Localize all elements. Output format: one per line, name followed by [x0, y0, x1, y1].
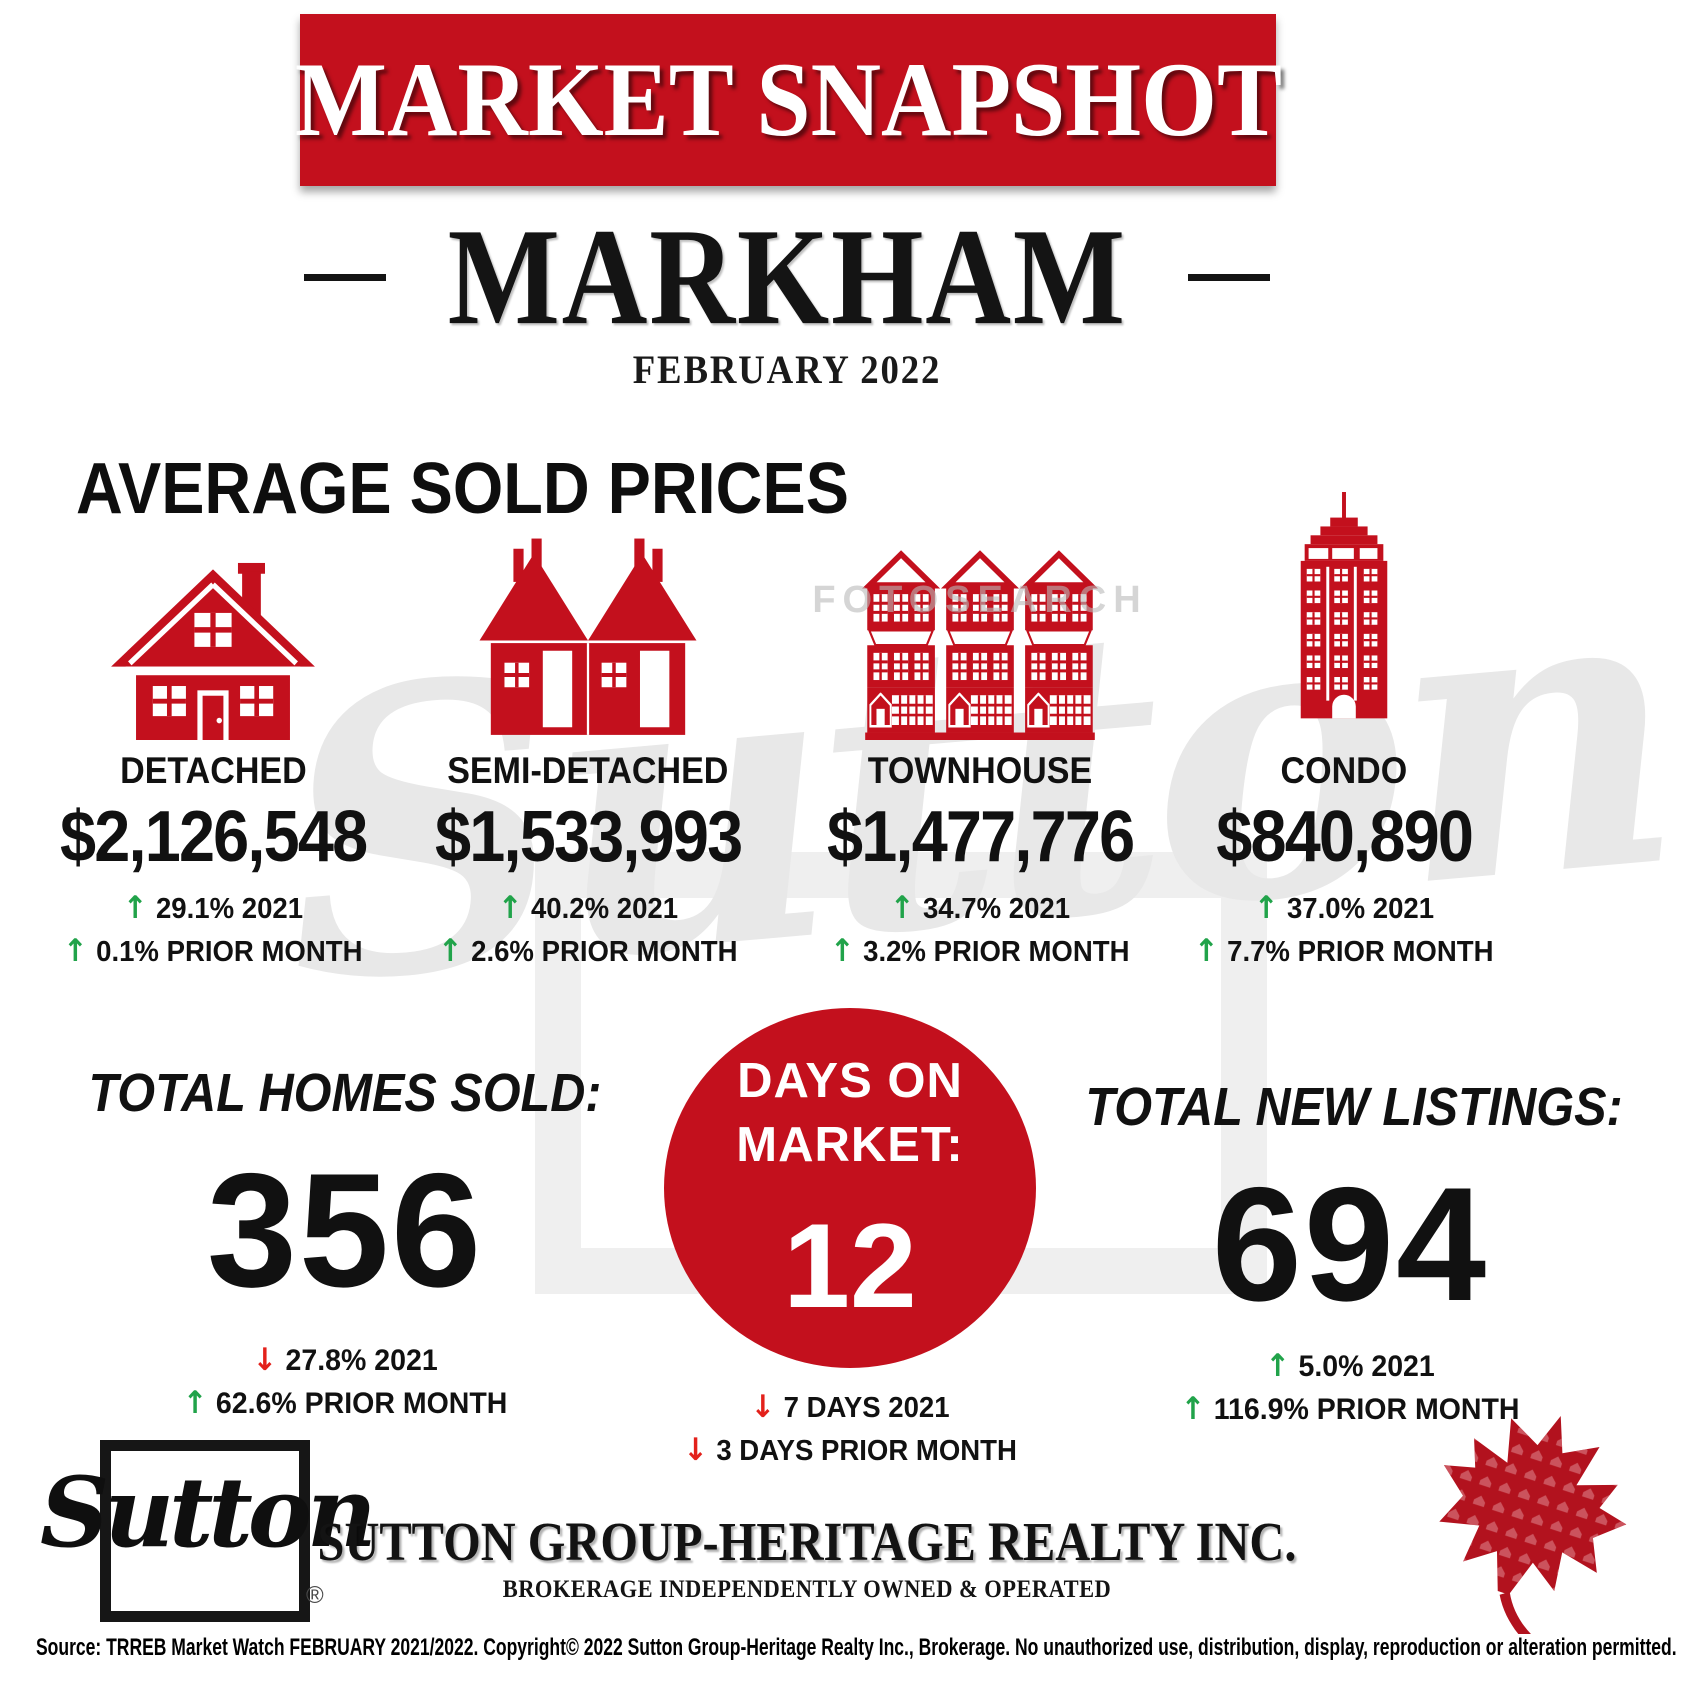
- stock-photo-watermark: FOTOSEARCH: [812, 579, 1148, 621]
- mom-change: ↑ 2.6% PRIOR MONTH: [438, 933, 738, 969]
- townhouse-units: [862, 550, 1098, 740]
- mom-change: ↑ 3.2% PRIOR MONTH: [830, 933, 1130, 969]
- down-arrow-icon: ↓: [683, 1432, 708, 1468]
- townhouse-icon: [862, 550, 1098, 740]
- title-banner: MARKET SNAPSHOT: [294, 14, 1282, 186]
- mom-change-text: 2.6% PRIOR MONTH: [471, 935, 738, 968]
- mom-change: ↑ 116.9% PRIOR MONTH: [1071, 1391, 1630, 1427]
- mom-change: ↑ 0.1% PRIOR MONTH: [63, 933, 363, 969]
- average-sold-prices-heading: AVERAGE SOLD PRICES: [76, 449, 849, 529]
- up-arrow-icon: ↑: [1180, 1391, 1206, 1427]
- down-arrow-icon: ↓: [252, 1342, 278, 1378]
- mom-change-text: 3 DAYS PRIOR MONTH: [716, 1435, 1017, 1467]
- down-arrow-icon: ↓: [750, 1389, 776, 1425]
- yoy-change: ↓ 27.8% 2021: [72, 1342, 617, 1378]
- detached-icon-box: [30, 505, 396, 740]
- townhouse-icon-box: FOTOSEARCH: [788, 505, 1172, 740]
- up-arrow-icon: ↑: [830, 932, 855, 969]
- avg-price-card-detached: DETACHED $2,126,548 ↑ 29.1% 2021 ↑ 0.1% PR…: [30, 505, 396, 969]
- sutton-logo-script: Sutton: [40, 1456, 377, 1569]
- mom-change-text: 62.6% PRIOR MONTH: [215, 1387, 508, 1420]
- average-price-value: $840,890: [1216, 797, 1474, 877]
- city-name: MARKHAM: [447, 199, 1127, 354]
- yoy-change: ↓ 7 DAYS 2021: [635, 1389, 1064, 1425]
- property-type-label: SEMI-DETACHED: [447, 750, 729, 791]
- city-row: MARKHAM: [0, 204, 1574, 349]
- days-on-market-label: DAYS ON MARKET:: [736, 1050, 963, 1177]
- yoy-change-text: 29.1% 2021: [156, 892, 304, 925]
- semi-detached-icon-box: [398, 505, 778, 740]
- up-arrow-icon: ↑: [63, 932, 88, 969]
- brokerage-tagline: BROKERAGE INDEPENDENTLY OWNED & OPERATED: [502, 1576, 1112, 1603]
- up-arrow-icon: ↑: [889, 889, 915, 926]
- total-homes-sold-block: TOTAL HOMES SOLD: 356 ↓ 27.8% 2021 ↑ 62.6%…: [58, 1062, 632, 1421]
- total-homes-sold-value: 356: [206, 1140, 484, 1321]
- yoy-change-text: 5.0% 2021: [1298, 1350, 1435, 1383]
- mom-change: ↑ 62.6% PRIOR MONTH: [72, 1385, 617, 1421]
- mom-change-text: 7.7% PRIOR MONTH: [1227, 935, 1494, 968]
- maple-leaf-icon: [1439, 1416, 1627, 1634]
- property-type-label: DETACHED: [119, 750, 307, 791]
- mom-change: ↓ 3 DAYS PRIOR MONTH: [635, 1432, 1064, 1468]
- yoy-change-text: 40.2% 2021: [531, 892, 679, 925]
- company-name: SUTTON GROUP-HERITAGE REALTY INC.: [317, 1511, 1297, 1572]
- up-arrow-icon: ↑: [182, 1385, 208, 1421]
- condo-building-icon: [1300, 492, 1388, 719]
- avg-price-card-semi-detached: SEMI-DETACHED $1,533,993 ↑ 40.2% 2021 ↑ 2.…: [398, 505, 778, 969]
- sutton-logo-box: [100, 1440, 310, 1622]
- yoy-change-text: 7 DAYS 2021: [783, 1392, 950, 1424]
- total-new-listings-label: TOTAL NEW LISTINGS:: [1085, 1077, 1623, 1137]
- mom-change-text: 3.2% PRIOR MONTH: [863, 935, 1130, 968]
- total-homes-sold-label: TOTAL HOMES SOLD:: [88, 1063, 602, 1123]
- days-on-market-label-line1: DAYS ON: [737, 1054, 963, 1109]
- up-arrow-icon: ↑: [497, 889, 523, 926]
- total-new-listings-block: TOTAL NEW LISTINGS: 694 ↑ 5.0% 2021 ↑ 116.…: [1056, 1076, 1644, 1427]
- up-arrow-icon: ↑: [1265, 1348, 1290, 1384]
- total-new-listings-value: 694: [1211, 1154, 1489, 1335]
- yoy-change: ↑ 40.2% 2021: [498, 890, 678, 926]
- yoy-change: ↑ 34.7% 2021: [890, 890, 1070, 926]
- sutton-watermark-box: [535, 852, 1267, 1294]
- detached-house-icon: [111, 562, 315, 740]
- days-on-market-stats: ↓ 7 DAYS 2021 ↓ 3 DAYS PRIOR MONTH: [624, 1382, 1076, 1468]
- average-price-value: $1,533,993: [434, 797, 743, 877]
- report-period: FEBRUARY 2022: [632, 347, 942, 392]
- up-arrow-icon: ↑: [1194, 932, 1219, 969]
- up-arrow-icon: ↑: [1253, 889, 1279, 926]
- left-dash-divider: [303, 273, 386, 281]
- registered-trademark-symbol: ®: [306, 1582, 324, 1609]
- up-arrow-icon: ↑: [122, 889, 148, 926]
- semi-detached-house-icon: [479, 538, 697, 735]
- mom-change-text: 0.1% PRIOR MONTH: [96, 935, 363, 968]
- yoy-change-text: 37.0% 2021: [1287, 892, 1435, 925]
- property-type-label: TOWNHOUSE: [867, 750, 1093, 791]
- days-on-market-label-line2: MARKET:: [736, 1118, 964, 1172]
- source-copyright-line: Source: TRREB Market Watch FEBRUARY 2021…: [36, 1634, 1677, 1661]
- days-on-market-value: 12: [783, 1198, 917, 1333]
- avg-price-card-townhouse: FOTOSEARCH TOWNHOUSE $1,477,776 ↑ 34.7% 2…: [788, 505, 1172, 969]
- days-on-market-circle: DAYS ON MARKET: 12: [664, 1008, 1036, 1368]
- page-title: MARKET SNAPSHOT: [294, 41, 1282, 158]
- right-dash-divider: [1188, 273, 1271, 281]
- mom-change: ↑ 7.7% PRIOR MONTH: [1194, 933, 1494, 969]
- avg-price-card-condo: CONDO $840,890 ↑ 37.0% 2021 ↑ 7.7% PRIOR M…: [1176, 492, 1512, 969]
- average-price-value: $2,126,548: [59, 797, 368, 877]
- yoy-change-text: 27.8% 2021: [285, 1344, 438, 1377]
- average-price-value: $1,477,776: [826, 797, 1135, 877]
- mom-change-text: 116.9% PRIOR MONTH: [1213, 1393, 1520, 1426]
- sutton-logo: Sutton ®: [40, 1438, 377, 1622]
- yoy-change: ↑ 29.1% 2021: [123, 890, 303, 926]
- yoy-change: ↑ 37.0% 2021: [1254, 890, 1434, 926]
- yoy-change-text: 34.7% 2021: [923, 892, 1071, 925]
- condo-icon-box: [1176, 492, 1512, 740]
- property-type-label: CONDO: [1280, 750, 1408, 791]
- up-arrow-icon: ↑: [438, 932, 463, 969]
- yoy-change: ↑ 5.0% 2021: [1071, 1348, 1630, 1384]
